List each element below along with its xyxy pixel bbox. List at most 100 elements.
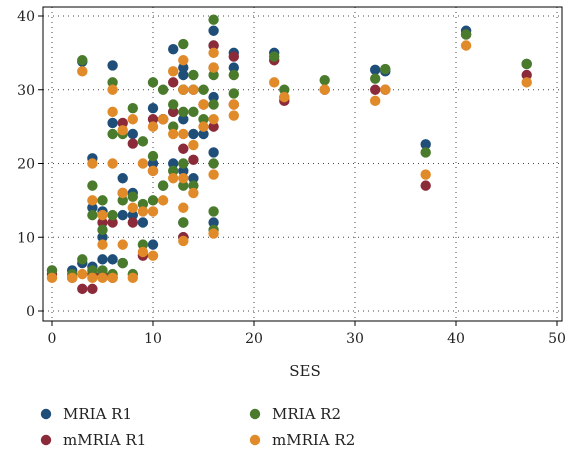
data-point bbox=[46, 265, 58, 276]
data-point bbox=[188, 106, 199, 118]
data-point bbox=[77, 66, 88, 77]
data-point bbox=[198, 121, 209, 132]
data-point bbox=[178, 165, 189, 177]
data-point bbox=[107, 217, 118, 228]
data-point bbox=[137, 217, 149, 228]
data-point bbox=[228, 51, 239, 62]
data-point bbox=[208, 121, 219, 132]
data-point bbox=[208, 14, 219, 25]
data-point bbox=[107, 77, 118, 88]
data-point bbox=[208, 25, 219, 36]
data-point bbox=[178, 217, 189, 228]
data-point bbox=[117, 173, 128, 184]
data-point bbox=[147, 121, 159, 132]
data-point bbox=[208, 47, 219, 59]
data-point bbox=[279, 91, 290, 103]
data-point bbox=[178, 173, 189, 184]
data-point bbox=[228, 69, 239, 81]
data-point bbox=[77, 254, 88, 265]
data-point bbox=[420, 169, 431, 180]
data-point bbox=[147, 114, 159, 125]
data-point bbox=[127, 138, 138, 149]
x-tick-label: 20 bbox=[245, 331, 263, 347]
data-point bbox=[137, 239, 149, 250]
data-point bbox=[87, 209, 98, 221]
data-point bbox=[208, 40, 219, 51]
x-tick-label: 50 bbox=[548, 331, 566, 347]
data-point bbox=[178, 106, 189, 118]
x-tick-label: 10 bbox=[144, 331, 162, 347]
data-point bbox=[87, 158, 98, 169]
series-mmria-r1 bbox=[46, 29, 532, 295]
data-point bbox=[97, 239, 108, 250]
data-point bbox=[168, 165, 179, 177]
data-point bbox=[77, 268, 88, 280]
data-point bbox=[521, 69, 532, 81]
data-point bbox=[107, 106, 118, 118]
data-point bbox=[147, 239, 159, 250]
data-point bbox=[137, 136, 149, 147]
data-point bbox=[208, 91, 219, 103]
data-point bbox=[117, 125, 128, 136]
legend-label: MRIA R1 bbox=[63, 405, 132, 423]
data-point bbox=[107, 158, 118, 169]
data-point bbox=[279, 84, 290, 95]
data-point bbox=[127, 114, 138, 125]
data-point bbox=[97, 224, 108, 236]
data-point bbox=[198, 84, 209, 95]
data-point bbox=[269, 51, 280, 62]
data-point bbox=[127, 191, 138, 202]
data-point bbox=[178, 158, 189, 169]
series-mria-r2 bbox=[46, 14, 532, 280]
legend-marker bbox=[249, 434, 261, 446]
data-point bbox=[87, 202, 98, 213]
data-point bbox=[188, 173, 199, 184]
data-point bbox=[208, 69, 219, 81]
data-point bbox=[208, 217, 219, 228]
data-point bbox=[168, 106, 179, 118]
data-point bbox=[127, 217, 138, 228]
legend-marker bbox=[249, 408, 261, 420]
data-point bbox=[168, 99, 179, 110]
data-point bbox=[188, 84, 199, 95]
data-point bbox=[228, 110, 239, 121]
data-point bbox=[370, 95, 381, 107]
data-point bbox=[208, 169, 219, 180]
data-point bbox=[117, 209, 128, 221]
data-point bbox=[188, 154, 199, 166]
data-point bbox=[178, 38, 189, 50]
data-point bbox=[107, 60, 118, 71]
data-point bbox=[168, 66, 179, 77]
data-point bbox=[97, 209, 108, 221]
data-point bbox=[107, 272, 118, 284]
data-point bbox=[117, 257, 128, 269]
data-point bbox=[97, 265, 108, 276]
data-point bbox=[188, 139, 199, 151]
legend-item: MRIA R1 bbox=[40, 405, 132, 423]
data-point bbox=[460, 40, 472, 51]
data-point bbox=[157, 114, 169, 125]
data-point bbox=[319, 74, 330, 86]
plot-frame bbox=[42, 6, 563, 322]
data-point bbox=[168, 158, 179, 169]
data-point bbox=[521, 77, 532, 88]
data-point bbox=[168, 121, 179, 132]
data-point bbox=[137, 158, 149, 169]
data-point bbox=[67, 272, 78, 284]
data-point bbox=[380, 84, 391, 95]
data-point bbox=[188, 187, 199, 199]
data-point bbox=[228, 88, 239, 99]
data-point bbox=[208, 114, 219, 125]
data-point bbox=[168, 173, 179, 184]
data-point bbox=[137, 198, 149, 210]
ticks-layer: 0 10 20 30 40 50 0 10 20 30 40 bbox=[17, 9, 566, 347]
data-point bbox=[178, 128, 189, 140]
data-point bbox=[420, 180, 431, 191]
data-point bbox=[157, 84, 169, 95]
data-point bbox=[188, 128, 199, 140]
data-point bbox=[127, 202, 138, 213]
x-tick-label: 30 bbox=[346, 331, 364, 347]
x-axis-title: SES bbox=[289, 362, 321, 380]
legend-label: MRIA R2 bbox=[272, 405, 341, 423]
